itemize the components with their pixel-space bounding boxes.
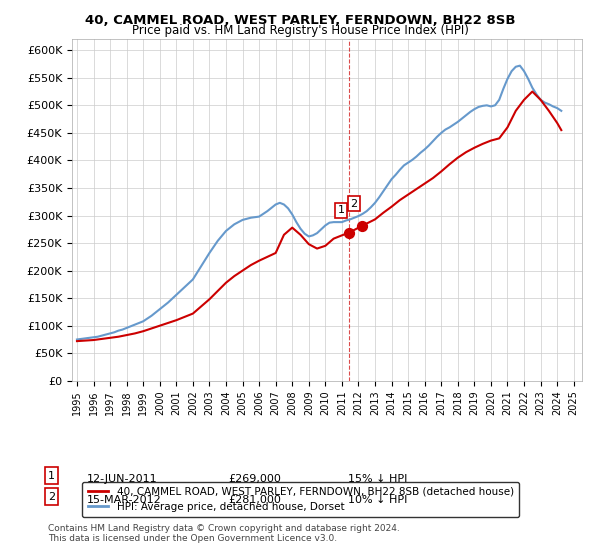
Text: 15-MAR-2012: 15-MAR-2012 xyxy=(87,494,162,505)
Text: 2: 2 xyxy=(48,492,55,502)
Text: 12-JUN-2011: 12-JUN-2011 xyxy=(87,474,158,484)
Text: Contains HM Land Registry data © Crown copyright and database right 2024.
This d: Contains HM Land Registry data © Crown c… xyxy=(48,524,400,543)
Text: 1: 1 xyxy=(48,471,55,481)
Text: 10% ↓ HPI: 10% ↓ HPI xyxy=(348,494,407,505)
Text: 2: 2 xyxy=(350,199,358,209)
Legend: 40, CAMMEL ROAD, WEST PARLEY, FERNDOWN, BH22 8SB (detached house), HPI: Average : 40, CAMMEL ROAD, WEST PARLEY, FERNDOWN, … xyxy=(82,482,519,517)
Text: Price paid vs. HM Land Registry's House Price Index (HPI): Price paid vs. HM Land Registry's House … xyxy=(131,24,469,36)
Text: £281,000: £281,000 xyxy=(228,494,281,505)
Text: £269,000: £269,000 xyxy=(228,474,281,484)
Text: 1: 1 xyxy=(338,206,344,215)
Point xyxy=(344,228,354,237)
Point xyxy=(357,222,367,231)
Text: 40, CAMMEL ROAD, WEST PARLEY, FERNDOWN, BH22 8SB: 40, CAMMEL ROAD, WEST PARLEY, FERNDOWN, … xyxy=(85,14,515,27)
Text: 15% ↓ HPI: 15% ↓ HPI xyxy=(348,474,407,484)
